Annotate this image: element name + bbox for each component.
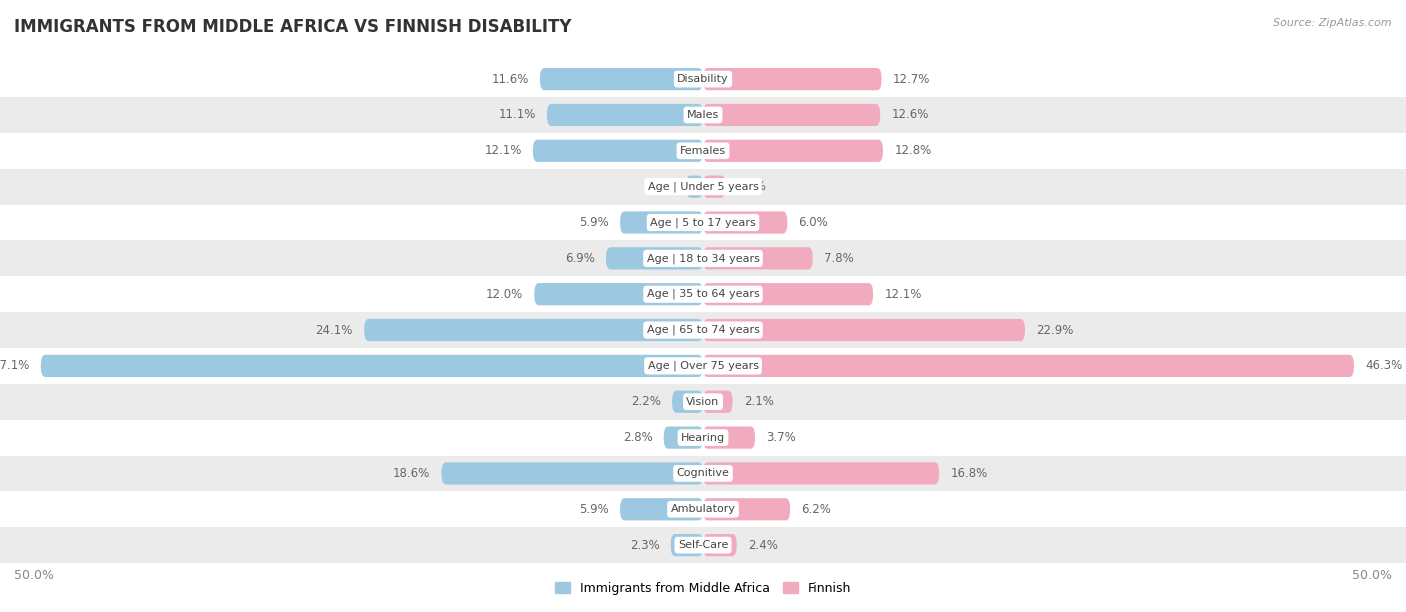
Text: 12.0%: 12.0%: [486, 288, 523, 300]
Bar: [0, 312, 1406, 348]
Text: 5.9%: 5.9%: [579, 503, 609, 516]
Text: 2.8%: 2.8%: [623, 431, 652, 444]
FancyBboxPatch shape: [703, 68, 882, 90]
FancyBboxPatch shape: [703, 283, 873, 305]
Bar: [0, 420, 1406, 455]
FancyBboxPatch shape: [606, 247, 703, 269]
Text: 18.6%: 18.6%: [394, 467, 430, 480]
Text: 3.7%: 3.7%: [766, 431, 796, 444]
FancyBboxPatch shape: [540, 68, 703, 90]
Text: 24.1%: 24.1%: [315, 324, 353, 337]
FancyBboxPatch shape: [533, 140, 703, 162]
FancyBboxPatch shape: [441, 462, 703, 485]
Text: Hearing: Hearing: [681, 433, 725, 442]
Bar: [0, 204, 1406, 241]
FancyBboxPatch shape: [703, 176, 725, 198]
Text: Self-Care: Self-Care: [678, 540, 728, 550]
FancyBboxPatch shape: [703, 104, 880, 126]
Text: 5.9%: 5.9%: [579, 216, 609, 229]
Text: Vision: Vision: [686, 397, 720, 407]
FancyBboxPatch shape: [703, 355, 1354, 377]
Text: 2.4%: 2.4%: [748, 539, 778, 551]
Text: 1.6%: 1.6%: [737, 180, 766, 193]
FancyBboxPatch shape: [703, 534, 737, 556]
FancyBboxPatch shape: [703, 462, 939, 485]
Text: 7.8%: 7.8%: [824, 252, 853, 265]
Text: IMMIGRANTS FROM MIDDLE AFRICA VS FINNISH DISABILITY: IMMIGRANTS FROM MIDDLE AFRICA VS FINNISH…: [14, 18, 572, 36]
FancyBboxPatch shape: [620, 211, 703, 234]
Text: Females: Females: [681, 146, 725, 156]
Bar: [0, 491, 1406, 527]
FancyBboxPatch shape: [671, 534, 703, 556]
FancyBboxPatch shape: [703, 140, 883, 162]
Text: Source: ZipAtlas.com: Source: ZipAtlas.com: [1274, 18, 1392, 28]
FancyBboxPatch shape: [672, 390, 703, 413]
Text: Age | 35 to 64 years: Age | 35 to 64 years: [647, 289, 759, 299]
FancyBboxPatch shape: [620, 498, 703, 520]
FancyBboxPatch shape: [686, 176, 703, 198]
Text: Cognitive: Cognitive: [676, 468, 730, 479]
Text: Males: Males: [688, 110, 718, 120]
Bar: [0, 97, 1406, 133]
Bar: [0, 384, 1406, 420]
Text: Age | 5 to 17 years: Age | 5 to 17 years: [650, 217, 756, 228]
Text: Age | 18 to 34 years: Age | 18 to 34 years: [647, 253, 759, 264]
Bar: [0, 61, 1406, 97]
Text: 12.1%: 12.1%: [884, 288, 922, 300]
Text: 6.0%: 6.0%: [799, 216, 828, 229]
Bar: [0, 276, 1406, 312]
Text: 12.8%: 12.8%: [894, 144, 931, 157]
Text: Age | Under 5 years: Age | Under 5 years: [648, 181, 758, 192]
FancyBboxPatch shape: [703, 390, 733, 413]
Bar: [0, 133, 1406, 169]
Text: 16.8%: 16.8%: [950, 467, 987, 480]
Text: Age | Over 75 years: Age | Over 75 years: [648, 360, 758, 371]
FancyBboxPatch shape: [534, 283, 703, 305]
Text: 2.1%: 2.1%: [744, 395, 773, 408]
Text: 47.1%: 47.1%: [0, 359, 30, 372]
Text: Disability: Disability: [678, 74, 728, 84]
Text: 1.2%: 1.2%: [645, 180, 675, 193]
Text: 2.2%: 2.2%: [631, 395, 661, 408]
Bar: [0, 527, 1406, 563]
Text: 11.6%: 11.6%: [491, 73, 529, 86]
FancyBboxPatch shape: [703, 427, 755, 449]
Text: 6.9%: 6.9%: [565, 252, 595, 265]
Text: 12.6%: 12.6%: [891, 108, 929, 121]
FancyBboxPatch shape: [364, 319, 703, 341]
Legend: Immigrants from Middle Africa, Finnish: Immigrants from Middle Africa, Finnish: [550, 577, 856, 600]
Text: 46.3%: 46.3%: [1365, 359, 1402, 372]
FancyBboxPatch shape: [664, 427, 703, 449]
FancyBboxPatch shape: [703, 498, 790, 520]
FancyBboxPatch shape: [703, 319, 1025, 341]
FancyBboxPatch shape: [703, 211, 787, 234]
Text: 50.0%: 50.0%: [14, 569, 53, 582]
Bar: [0, 241, 1406, 276]
Text: 22.9%: 22.9%: [1036, 324, 1074, 337]
Text: 2.3%: 2.3%: [630, 539, 659, 551]
Text: 11.1%: 11.1%: [498, 108, 536, 121]
Bar: [0, 169, 1406, 204]
Text: 12.7%: 12.7%: [893, 73, 931, 86]
FancyBboxPatch shape: [41, 355, 703, 377]
Text: 50.0%: 50.0%: [1353, 569, 1392, 582]
Text: Age | 65 to 74 years: Age | 65 to 74 years: [647, 325, 759, 335]
FancyBboxPatch shape: [703, 247, 813, 269]
Text: 12.1%: 12.1%: [484, 144, 522, 157]
Bar: [0, 348, 1406, 384]
Text: 6.2%: 6.2%: [801, 503, 831, 516]
FancyBboxPatch shape: [547, 104, 703, 126]
Bar: [0, 455, 1406, 491]
Text: Ambulatory: Ambulatory: [671, 504, 735, 514]
